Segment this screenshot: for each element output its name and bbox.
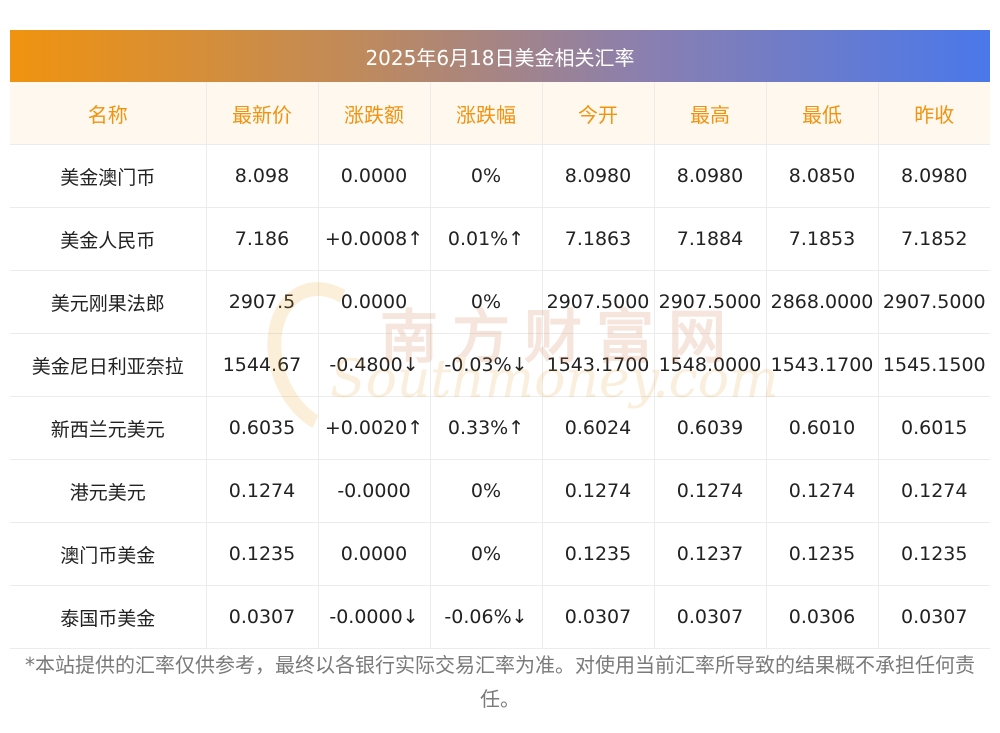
cell-high: 7.1884 <box>654 207 767 271</box>
cell-high: 0.0307 <box>654 585 767 649</box>
cell-high: 0.6039 <box>654 396 767 460</box>
cell-prev-close: 0.1235 <box>878 522 990 586</box>
cell-change: +0.0008↑ <box>318 207 431 271</box>
table-header-row: 名称 最新价 涨跌额 涨跌幅 今开 最高 最低 昨收 <box>10 82 990 145</box>
table-row: 美元刚果法郎 2907.5 0.0000 0% 2907.5000 2907.5000 28… <box>10 270 990 334</box>
cell-change-pct: 0% <box>430 522 543 586</box>
column-header-high: 最高 <box>654 82 767 145</box>
column-header-prev-close: 昨收 <box>878 82 990 145</box>
table-row: 美金尼日利亚奈拉 1544.67 -0.4800↓ -0.03%↓ 1543.1700 1… <box>10 333 990 397</box>
disclaimer-footnote: *本站提供的汇率仅供参考，最终以各银行实际交易汇率为准。对使用当前汇率所导致的结… <box>25 653 975 711</box>
cell-latest: 7.186 <box>206 207 319 271</box>
table-row: 泰国币美金 0.0307 -0.0000↓ -0.06%↓ 0.0307 0.0307 0.… <box>10 585 990 649</box>
cell-change-pct: 0% <box>430 459 543 523</box>
cell-open: 8.0980 <box>542 144 655 208</box>
cell-prev-close: 1545.1500 <box>878 333 990 397</box>
cell-name: 澳门币美金 <box>10 522 207 586</box>
cell-change: -0.0000↓ <box>318 585 431 649</box>
cell-name: 新西兰元美元 <box>10 396 207 460</box>
cell-low: 0.0306 <box>766 585 879 649</box>
cell-latest: 0.0307 <box>206 585 319 649</box>
cell-open: 0.1235 <box>542 522 655 586</box>
cell-open: 7.1863 <box>542 207 655 271</box>
cell-change: +0.0020↑ <box>318 396 431 460</box>
cell-name: 美金尼日利亚奈拉 <box>10 333 207 397</box>
cell-name: 港元美元 <box>10 459 207 523</box>
cell-change-pct: 0.33%↑ <box>430 396 543 460</box>
cell-open: 0.6024 <box>542 396 655 460</box>
cell-open: 0.1274 <box>542 459 655 523</box>
cell-latest: 1544.67 <box>206 333 319 397</box>
cell-low: 0.6010 <box>766 396 879 460</box>
table-row: 美金澳门币 8.098 0.0000 0% 8.0980 8.0980 8.0850 8.09… <box>10 144 990 208</box>
cell-low: 2868.0000 <box>766 270 879 334</box>
cell-name: 美元刚果法郎 <box>10 270 207 334</box>
cell-prev-close: 2907.5000 <box>878 270 990 334</box>
cell-change: 0.0000 <box>318 144 431 208</box>
cell-high: 0.1237 <box>654 522 767 586</box>
cell-latest: 0.6035 <box>206 396 319 460</box>
table-row: 港元美元 0.1274 -0.0000 0% 0.1274 0.1274 0.1274 0.1… <box>10 459 990 523</box>
cell-low: 0.1274 <box>766 459 879 523</box>
cell-change: 0.0000 <box>318 522 431 586</box>
cell-open: 2907.5000 <box>542 270 655 334</box>
table-row: 美金人民币 7.186 +0.0008↑ 0.01%↑ 7.1863 7.1884 7.18… <box>10 207 990 271</box>
cell-latest: 8.098 <box>206 144 319 208</box>
cell-latest: 0.1274 <box>206 459 319 523</box>
cell-change-pct: 0.01%↑ <box>430 207 543 271</box>
cell-open: 1543.1700 <box>542 333 655 397</box>
cell-high: 2907.5000 <box>654 270 767 334</box>
column-header-low: 最低 <box>766 82 879 145</box>
page-title: 2025年6月18日美金相关汇率 <box>10 30 990 82</box>
cell-prev-close: 0.6015 <box>878 396 990 460</box>
cell-prev-close: 8.0980 <box>878 144 990 208</box>
cell-change: 0.0000 <box>318 270 431 334</box>
column-header-latest: 最新价 <box>206 82 319 145</box>
cell-high: 1548.0000 <box>654 333 767 397</box>
cell-low: 1543.1700 <box>766 333 879 397</box>
cell-change-pct: -0.06%↓ <box>430 585 543 649</box>
column-header-name: 名称 <box>10 82 207 145</box>
column-header-change-pct: 涨跌幅 <box>430 82 543 145</box>
cell-latest: 2907.5 <box>206 270 319 334</box>
cell-high: 0.1274 <box>654 459 767 523</box>
table-row: 澳门币美金 0.1235 0.0000 0% 0.1235 0.1237 0.1235 0.1… <box>10 522 990 586</box>
cell-low: 0.1235 <box>766 522 879 586</box>
cell-change: -0.4800↓ <box>318 333 431 397</box>
cell-name: 美金人民币 <box>10 207 207 271</box>
cell-change-pct: 0% <box>430 270 543 334</box>
cell-low: 8.0850 <box>766 144 879 208</box>
cell-name: 泰国币美金 <box>10 585 207 649</box>
exchange-rate-table: 名称 最新价 涨跌额 涨跌幅 今开 最高 最低 昨收 美金澳门币 8.098 0.0… <box>10 82 990 649</box>
column-header-change: 涨跌额 <box>318 82 431 145</box>
cell-prev-close: 7.1852 <box>878 207 990 271</box>
cell-prev-close: 0.0307 <box>878 585 990 649</box>
column-header-open: 今开 <box>542 82 655 145</box>
cell-change: -0.0000 <box>318 459 431 523</box>
cell-change-pct: -0.03%↓ <box>430 333 543 397</box>
cell-high: 8.0980 <box>654 144 767 208</box>
table-row: 新西兰元美元 0.6035 +0.0020↑ 0.33%↑ 0.6024 0.6039 0.… <box>10 396 990 460</box>
cell-change-pct: 0% <box>430 144 543 208</box>
cell-latest: 0.1235 <box>206 522 319 586</box>
cell-open: 0.0307 <box>542 585 655 649</box>
cell-name: 美金澳门币 <box>10 144 207 208</box>
cell-prev-close: 0.1274 <box>878 459 990 523</box>
cell-low: 7.1853 <box>766 207 879 271</box>
